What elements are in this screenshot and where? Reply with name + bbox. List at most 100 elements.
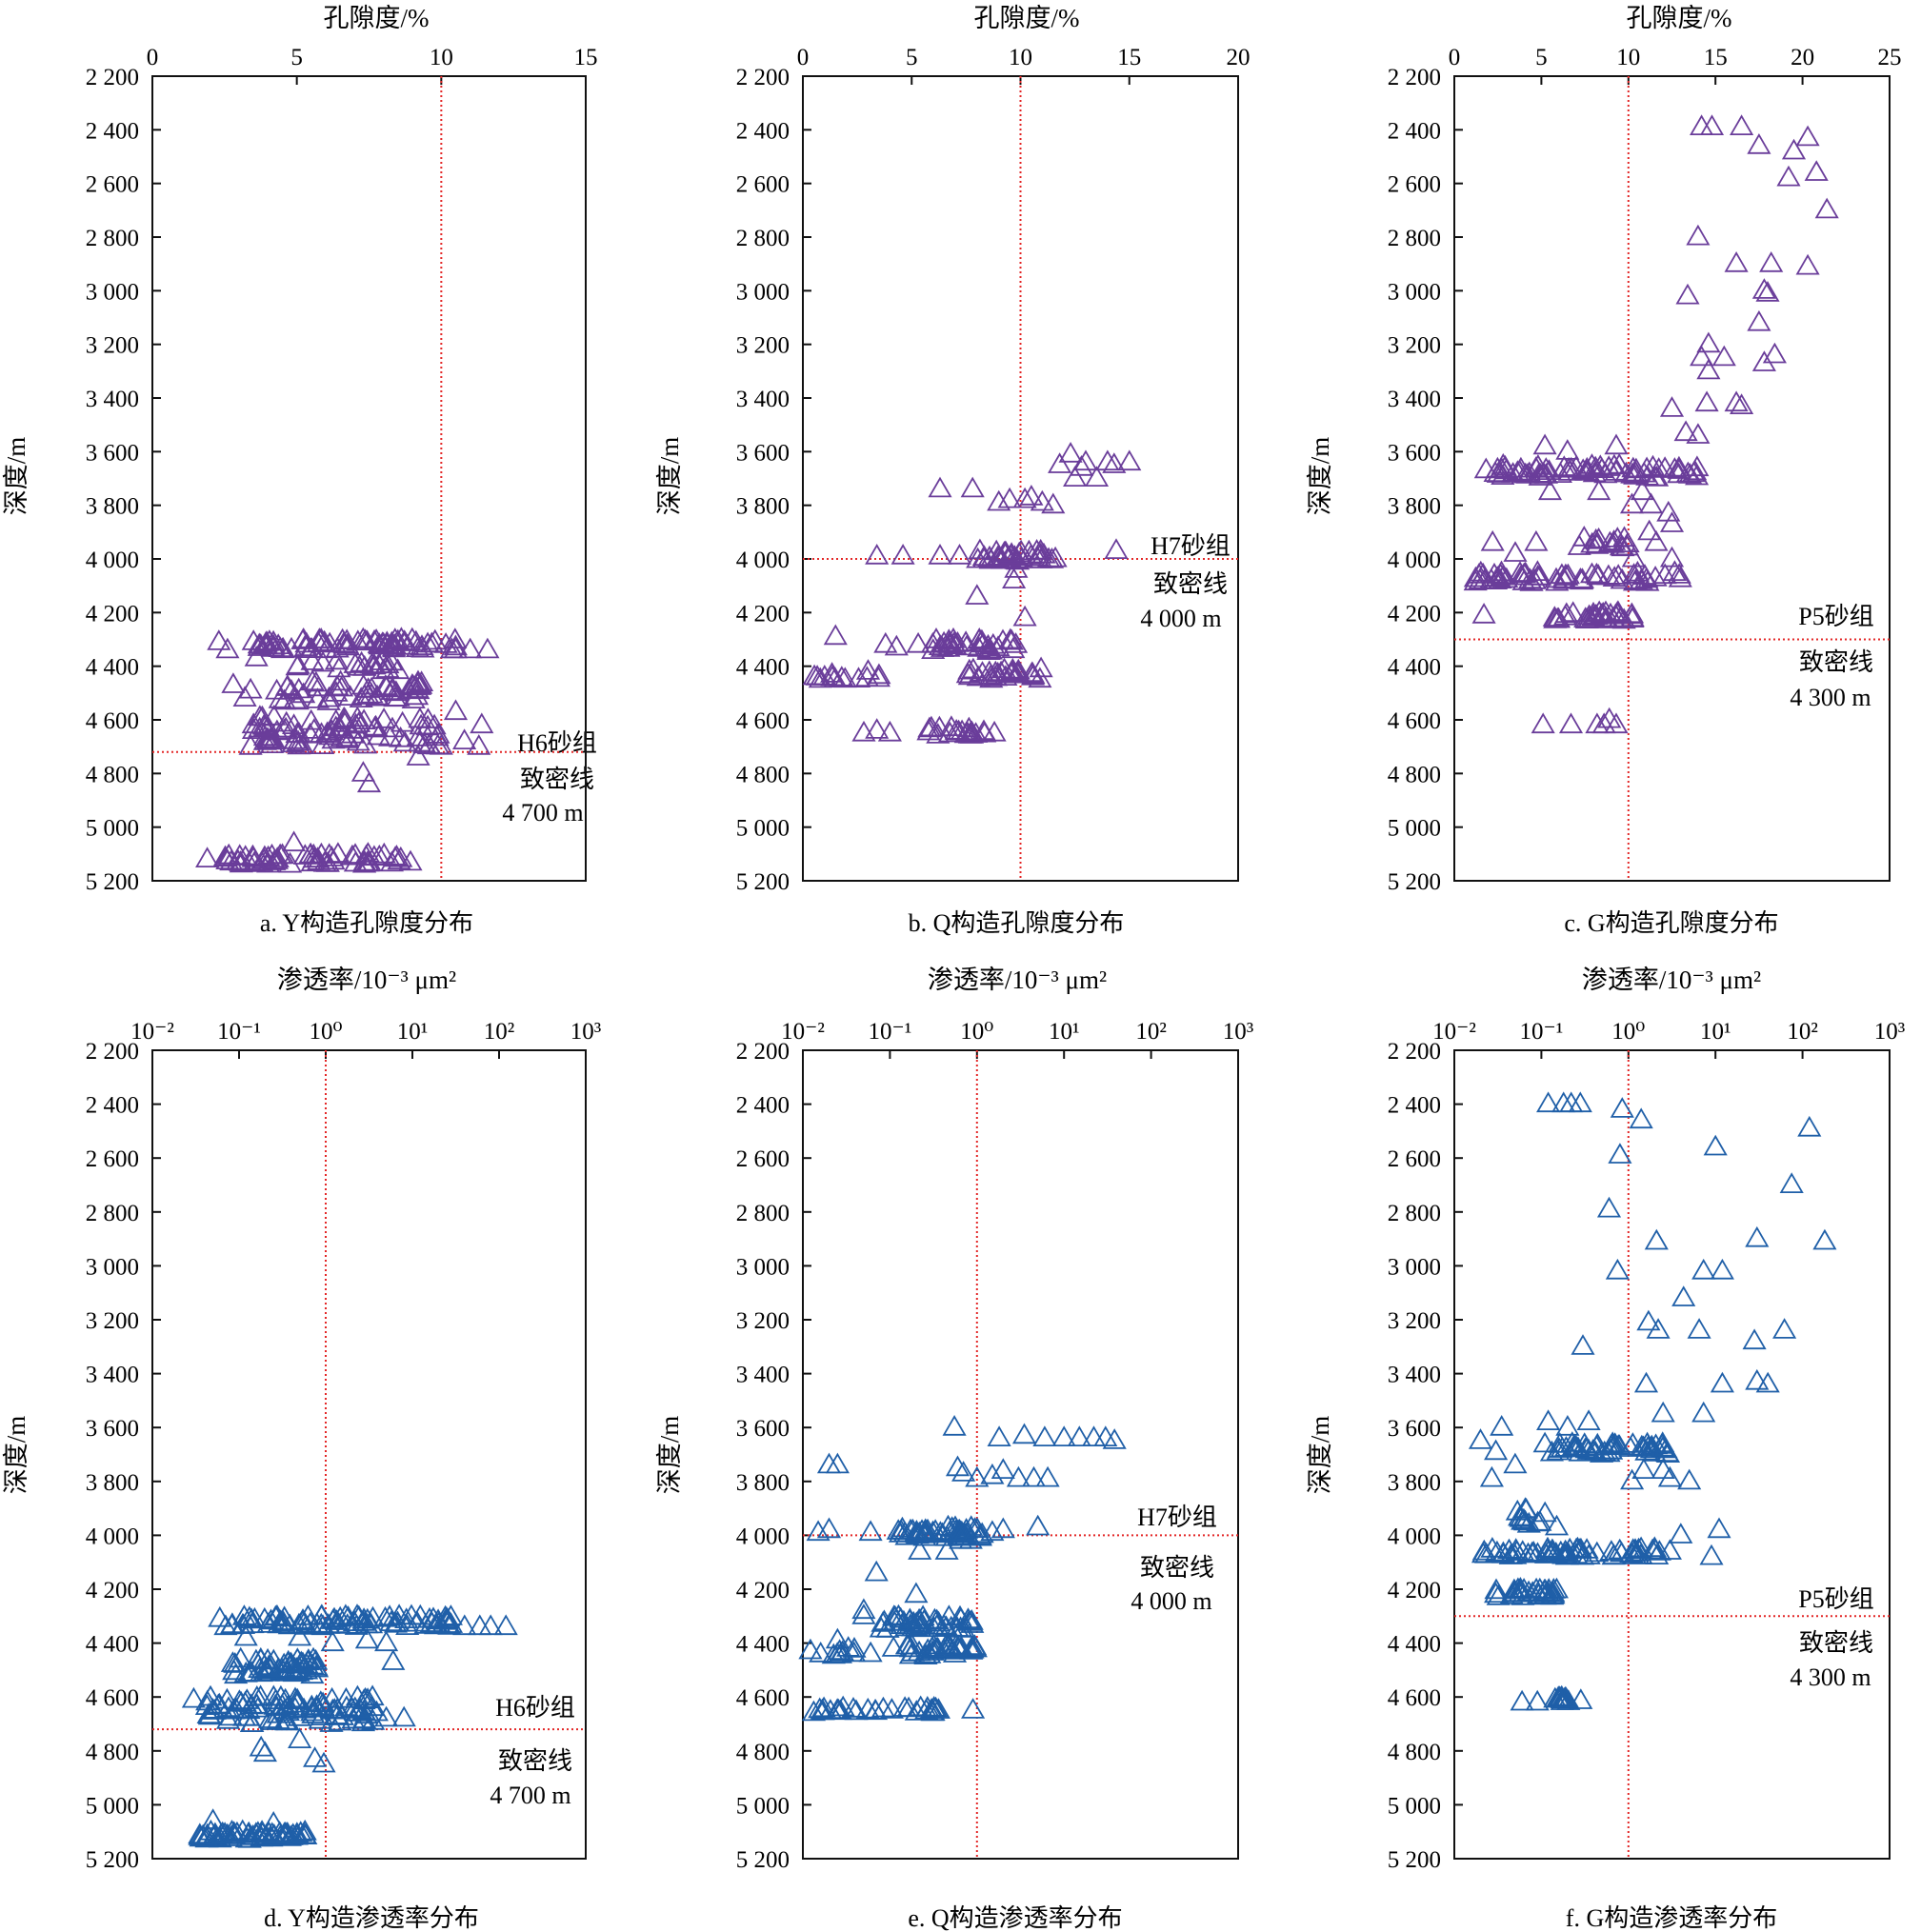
data-point-triangle <box>1516 1511 1541 1533</box>
data-point-triangle <box>452 1614 477 1636</box>
x-tick-label: 10⁻² <box>1432 1019 1476 1045</box>
data-point-triangle <box>387 1603 411 1624</box>
data-point-triangle <box>982 720 1007 742</box>
data-point-triangle <box>261 1811 286 1832</box>
data-point-triangle <box>347 654 372 676</box>
data-point-triangle <box>1041 492 1066 514</box>
data-point-triangle <box>1567 1538 1592 1559</box>
y-tick-label: 5 000 <box>736 1793 790 1819</box>
data-point-triangle <box>262 849 287 870</box>
data-point-triangle <box>221 672 246 693</box>
data-point-triangle <box>215 637 240 659</box>
data-point-triangle <box>334 726 360 747</box>
data-point-triangle <box>942 1415 967 1436</box>
data-point-triangle <box>1637 519 1662 541</box>
data-point-triangle <box>1518 568 1543 589</box>
y-tick-label: 4 800 <box>736 1740 790 1765</box>
data-point-triangle <box>360 1695 385 1717</box>
panel-a-porosity-Y: 孔隙度/% 深度/m a. Y构造孔隙度分布 H6砂组 致密线 4 700 m … <box>2 4 598 937</box>
plot-frame <box>151 75 587 882</box>
y-tick-label: 3 000 <box>1388 279 1441 305</box>
data-point-triangle <box>1755 1371 1780 1393</box>
data-point-triangle <box>1498 1544 1523 1564</box>
data-point-triangle <box>1011 1423 1037 1444</box>
y-tick-label: 2 200 <box>86 1039 139 1065</box>
data-point-triangle <box>1536 459 1562 480</box>
data-point-triangle <box>1513 462 1538 484</box>
panel-b-xlabel: 孔隙度/% <box>974 4 1080 32</box>
data-point-triangle <box>966 665 991 687</box>
panel-e-annotation-line-3: 4 000 m <box>1131 1587 1211 1615</box>
data-point-triangle <box>1690 114 1714 135</box>
data-point-triangle <box>300 649 325 670</box>
y-tick-label: 5 200 <box>86 869 139 895</box>
data-point-triangle <box>325 636 350 658</box>
data-point-triangle <box>1625 560 1650 582</box>
data-point-triangle <box>325 1697 350 1719</box>
data-point-triangle <box>309 1612 333 1634</box>
data-point-triangle <box>1502 1578 1527 1600</box>
y-tick-label: 3 200 <box>1388 1308 1441 1334</box>
y-tick-label: 4 800 <box>736 762 790 787</box>
data-point-triangle <box>1484 1578 1509 1600</box>
data-point-triangle <box>1555 439 1580 460</box>
panel-f-xlabel: 渗透率/10⁻³ μm² <box>1582 966 1761 994</box>
data-point-triangle <box>261 1684 286 1706</box>
data-point-triangle <box>939 1615 964 1637</box>
y-tick-label: 4 800 <box>1388 762 1441 787</box>
data-point-triangle <box>801 1700 826 1722</box>
data-point-triangle <box>252 633 277 655</box>
y-tick-label: 4 800 <box>86 1740 139 1765</box>
y-tick-label: 5 000 <box>736 816 790 842</box>
data-point-triangle <box>468 1614 492 1636</box>
y-tick-label: 4 000 <box>1388 548 1441 573</box>
data-point-triangle <box>355 850 380 872</box>
data-point-triangle <box>1686 423 1711 444</box>
data-point-triangle <box>1606 564 1631 585</box>
data-point-triangle <box>1512 1509 1538 1531</box>
data-point-triangle <box>855 1697 880 1719</box>
y-tick-label: 3 600 <box>736 440 790 466</box>
data-point-triangle <box>1630 479 1654 501</box>
y-tick-label: 5 000 <box>1388 816 1441 842</box>
panel-a-annotation-line-2: 致密线 <box>520 766 594 793</box>
data-point-triangle <box>961 1698 986 1719</box>
data-point-triangle <box>285 688 310 710</box>
data-point-triangle <box>1576 1544 1601 1564</box>
y-tick-label: 5 200 <box>86 1847 139 1873</box>
data-point-triangle <box>228 844 252 865</box>
plot-frame <box>1453 75 1891 882</box>
y-tick-label: 4 000 <box>86 1524 139 1549</box>
data-point-triangle <box>808 1697 832 1719</box>
data-point-triangle <box>1030 489 1054 511</box>
data-point-triangle <box>324 681 349 702</box>
data-point-triangle <box>866 666 890 687</box>
data-point-triangle <box>1604 712 1629 734</box>
y-tick-label: 4 200 <box>86 1578 139 1603</box>
data-point-triangle <box>319 719 344 740</box>
data-point-triangle <box>1640 454 1666 476</box>
data-point-triangle <box>945 1455 971 1477</box>
y-tick-label: 3 000 <box>1388 1254 1441 1280</box>
y-tick-label: 4 200 <box>736 1578 790 1603</box>
panel-b-annotation-line-2: 致密线 <box>1153 570 1228 598</box>
y-tick-label: 3 400 <box>86 1363 139 1388</box>
data-point-triangle <box>1597 530 1622 552</box>
data-point-triangle <box>851 1598 876 1620</box>
data-point-triangle <box>415 714 440 736</box>
data-point-triangle <box>218 1825 243 1846</box>
scatter-markers <box>181 1603 518 1848</box>
data-point-triangle <box>291 627 316 648</box>
data-point-triangle <box>1631 1458 1656 1479</box>
x-tick-label: 10⁰ <box>960 1019 993 1045</box>
data-point-triangle <box>458 637 483 659</box>
y-tick-label: 3 200 <box>736 1308 790 1334</box>
panel-e-annotation-line-1: H7砂组 <box>1137 1504 1217 1531</box>
data-point-triangle <box>1690 345 1714 367</box>
data-point-triangle <box>1652 563 1677 585</box>
data-point-triangle <box>1651 1401 1675 1423</box>
data-point-triangle <box>1511 1584 1535 1605</box>
data-point-triangle <box>960 1612 985 1633</box>
data-point-triangle <box>1492 454 1517 476</box>
data-point-triangle <box>1570 568 1594 590</box>
